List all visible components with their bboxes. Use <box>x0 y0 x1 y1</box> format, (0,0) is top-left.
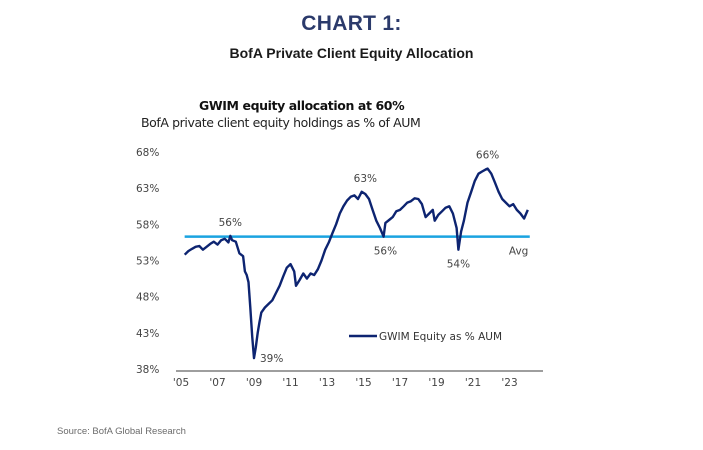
data-annotation: 66% <box>476 150 499 162</box>
y-tick-label: 48% <box>136 292 159 304</box>
annotations: 56% 39% 63% 56% 54% 66% Avg <box>219 150 529 366</box>
x-tick-label: '09 <box>246 377 262 389</box>
average-label: Avg <box>509 246 528 258</box>
y-axis: 38% 43% 48% 53% 58% 63% 68% <box>136 147 159 376</box>
x-tick-label: '05 <box>173 377 189 389</box>
x-tick-label: '19 <box>428 377 444 389</box>
x-axis: '05 '07 '09 '11 '13 '15 '17 '19 '21 '23 <box>173 377 518 389</box>
chart-subtitle: BofA private client equity holdings as %… <box>141 115 421 130</box>
x-tick-label: '23 <box>501 377 517 389</box>
chart-title: GWIM equity allocation at 60% <box>199 98 405 113</box>
chart-number-title: CHART 1: <box>301 12 402 35</box>
x-tick-label: '07 <box>209 377 225 389</box>
source-note: Source: BofA Global Research <box>57 426 186 437</box>
y-tick-label: 43% <box>136 328 159 340</box>
y-tick-label: 58% <box>136 219 159 231</box>
x-tick-label: '13 <box>319 377 335 389</box>
x-tick-label: '11 <box>282 377 298 389</box>
data-annotation: 63% <box>354 173 377 185</box>
x-tick-label: '15 <box>355 377 371 389</box>
legend: GWIM Equity as % AUM <box>349 331 502 343</box>
data-annotation: 56% <box>374 246 397 258</box>
legend-label: GWIM Equity as % AUM <box>379 331 502 343</box>
y-tick-label: 68% <box>136 147 159 159</box>
series-line-gwim-equity <box>183 167 529 360</box>
x-tick-label: '21 <box>465 377 481 389</box>
data-annotation: 56% <box>219 217 242 229</box>
x-tick-label: '17 <box>392 377 408 389</box>
y-tick-label: 63% <box>136 183 159 195</box>
y-tick-label: 53% <box>136 256 159 268</box>
data-annotation: 39% <box>260 353 283 365</box>
chart-heading: BofA Private Client Equity Allocation <box>229 45 474 61</box>
y-tick-label: 38% <box>136 364 159 376</box>
data-annotation: 54% <box>447 259 470 271</box>
